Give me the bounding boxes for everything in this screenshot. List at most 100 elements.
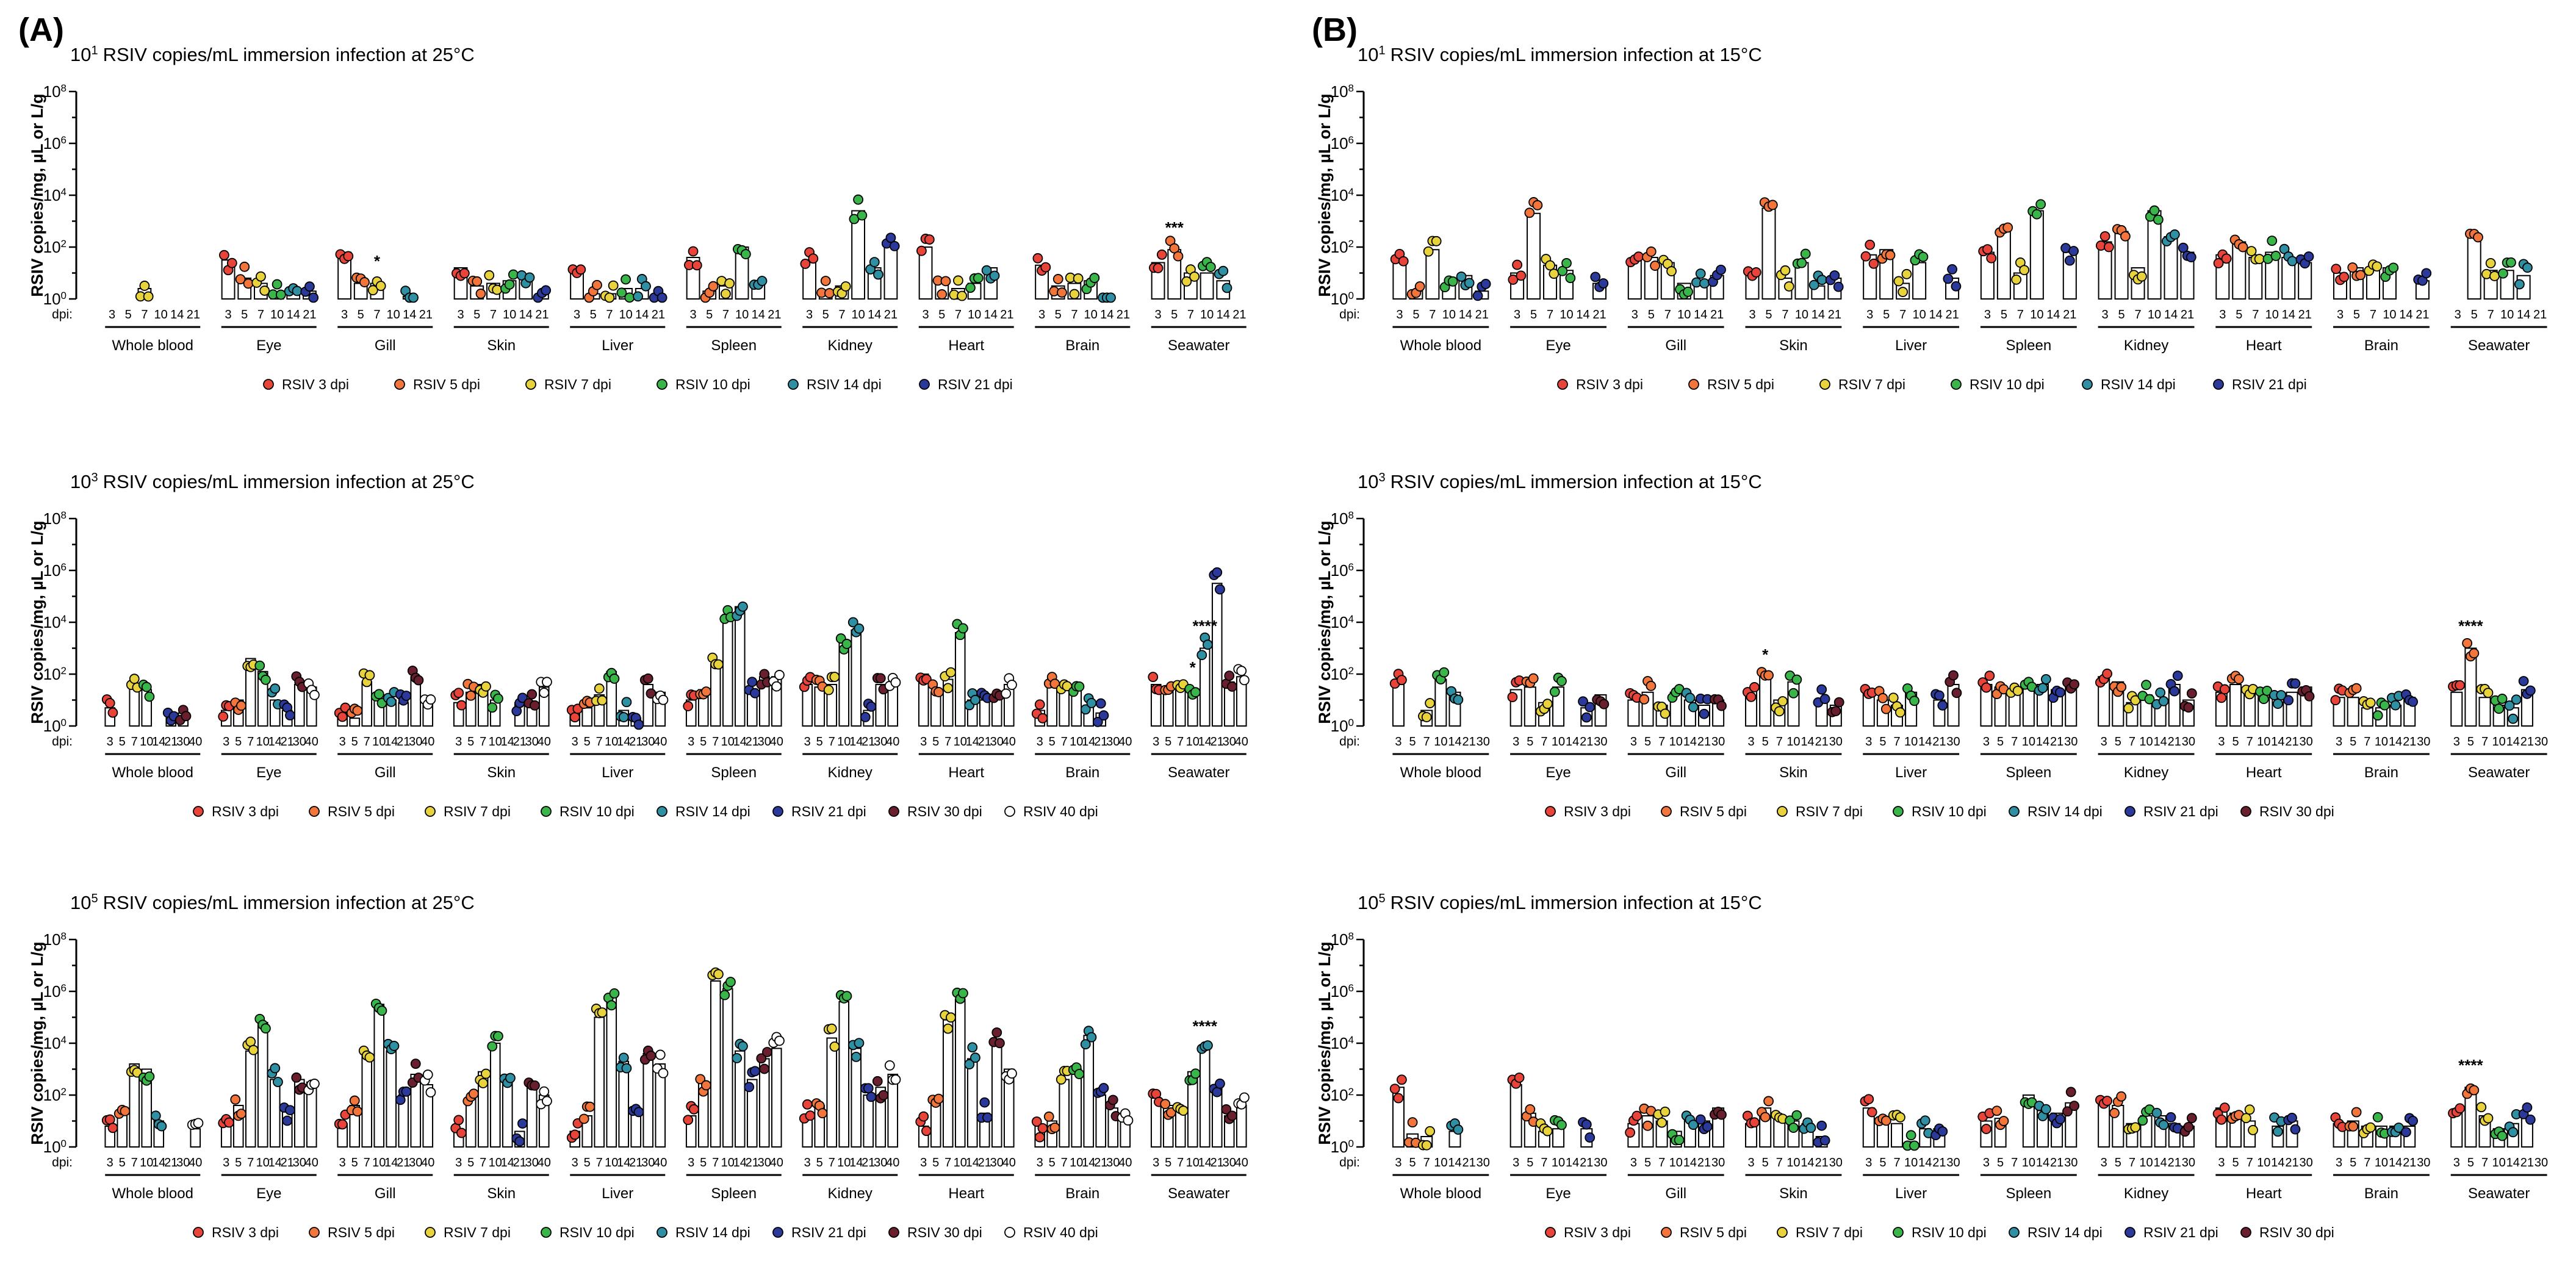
dpi-tick-label: 3 (1748, 735, 1755, 749)
dpi-tick-label: 30 (641, 735, 655, 749)
tissue-label: Seawater (1168, 337, 1229, 354)
dpi-tick-label: 40 (770, 735, 783, 749)
tissue-label: Spleen (711, 337, 757, 354)
legend-item: RSIV 21 dpi (919, 376, 1013, 392)
dpi-tick-label: 21 (862, 1156, 875, 1170)
significance-marker: * (374, 252, 381, 270)
legend-item: RSIV 30 dpi (2240, 1224, 2334, 1240)
chart-svg: 101 RSIV copies/mL immersion infection at… (1315, 44, 2547, 392)
title-base: 10 (70, 471, 91, 492)
dpi-tick-label: 5 (816, 735, 823, 749)
dpi-tick-label: 5 (235, 1156, 242, 1170)
dpi-tick-label: 14 (2282, 308, 2295, 322)
dpi-tick-label: 10 (968, 308, 981, 322)
data-point (1203, 1040, 1213, 1051)
significance-marker: * (1190, 658, 1196, 677)
legend-label: RSIV 14 dpi (807, 376, 882, 392)
title-text: RSIV copies/mL immersion infection at 25… (103, 44, 475, 65)
dpi-tick-label: 3 (458, 308, 464, 322)
y-tick-base: 10 (43, 238, 61, 256)
data-point (757, 276, 768, 286)
dpi-tick-label: 21 (1697, 1156, 1711, 1170)
tissue-label: Skin (1779, 337, 1808, 354)
data-point (1633, 251, 1644, 262)
data-point (524, 272, 535, 283)
dpi-tick-label: 14 (868, 308, 881, 322)
data-point (890, 1074, 901, 1085)
dpi-tick-label: 21 (746, 1156, 759, 1170)
data-point (569, 1129, 580, 1140)
data-point (1918, 251, 1929, 262)
data-point (2158, 1119, 2169, 1130)
data-point (1660, 708, 1671, 719)
data-point (1805, 1123, 1816, 1134)
legend-label: RSIV 5 dpi (1680, 1224, 1747, 1240)
data-point (713, 659, 724, 670)
dpi-tick-label: 3 (1037, 1156, 1043, 1170)
legend-swatch (541, 1227, 552, 1238)
data-point (541, 285, 552, 296)
dpi-tick-label: 7 (1177, 735, 1184, 749)
data-point (1760, 1112, 1771, 1123)
data-point (805, 1110, 816, 1121)
dpi-tick-label: 5 (1055, 308, 1062, 322)
data-point (1763, 670, 1774, 681)
bar (1912, 262, 1927, 300)
y-tick-label: 108 (1331, 509, 1354, 528)
dpi-tick-label: 30 (874, 1156, 887, 1170)
dpi-tick-label: 30 (1223, 735, 1236, 749)
tissue-label: Heart (948, 764, 984, 781)
dpi-tick-label: 14 (403, 308, 416, 322)
dpi-tick-label: 5 (2001, 308, 2007, 322)
dpi-tick-label: 14 (2154, 1156, 2167, 1170)
data-point (1833, 281, 1844, 292)
title-exponent: 5 (91, 892, 98, 905)
data-point (256, 271, 266, 282)
dpi-tick-label: 30 (293, 1156, 306, 1170)
data-point (2455, 680, 2466, 691)
dpi-tick-label: 7 (2252, 308, 2259, 322)
data-point (2002, 222, 2013, 233)
tissue-label: Seawater (1168, 1185, 1229, 1202)
legend-swatch (1557, 379, 1568, 390)
dpi-tick-label: 10 (1669, 735, 1683, 749)
data-point (1190, 1068, 1201, 1079)
y-axis-label: RSIV copies/mg, µL or L/g (28, 93, 46, 296)
dpi-tick-label: 10 (1186, 1156, 1200, 1170)
tissue-label: Brain (2364, 337, 2398, 354)
dpi-tick-label: 7 (1782, 308, 1788, 322)
bar (361, 1055, 373, 1148)
dpi-tick-label: 3 (920, 735, 927, 749)
data-point (150, 1110, 161, 1121)
y-tick-label: 100 (43, 1138, 67, 1157)
dpi-tick-label: 21 (1710, 308, 1724, 322)
data-point (2123, 703, 2134, 714)
title-text: RSIV copies/mL immersion infection at 25… (103, 471, 475, 492)
data-point (609, 988, 620, 999)
dpi-tick-label: 21 (1932, 1156, 1946, 1170)
dpi-tick-label: 10 (2148, 308, 2161, 322)
data-point (1439, 667, 1450, 678)
data-point (597, 695, 608, 706)
data-point (459, 268, 470, 279)
legend-label: RSIV 14 dpi (675, 803, 750, 819)
bar (2347, 697, 2359, 727)
y-axis-label: RSIV copies/mg, µL or L/g (1315, 93, 1334, 296)
dpi-tick-label: 21 (978, 735, 991, 749)
dpi-tick-label: 30 (758, 1156, 771, 1170)
y-tick-base: 10 (1331, 186, 1348, 204)
dpi-tick-label: 30 (990, 735, 1004, 749)
legend-swatch (309, 1227, 320, 1238)
bar (1199, 1047, 1211, 1148)
data-point (597, 1007, 608, 1018)
data-point (688, 246, 699, 257)
legend-swatch (919, 379, 930, 390)
dpi-tick-label: 21 (2520, 735, 2534, 749)
data-point (505, 1073, 516, 1083)
bar (642, 1053, 654, 1148)
dpi-tick-label: 7 (1187, 308, 1194, 322)
legend-swatch (193, 1227, 204, 1238)
data-point (621, 697, 632, 708)
data-point (1783, 281, 1794, 292)
data-point (1203, 639, 1213, 650)
